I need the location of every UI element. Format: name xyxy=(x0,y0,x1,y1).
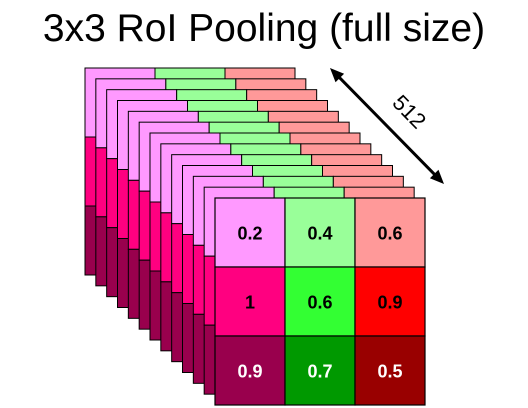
cell-value: 0.2 xyxy=(237,224,262,244)
figure-title: 3x3 RoI Pooling (full size) xyxy=(42,7,486,50)
grid-cell xyxy=(284,335,356,406)
grid-cell xyxy=(214,335,286,406)
cell-value: 0.6 xyxy=(377,224,402,244)
depth-label: 512 xyxy=(388,90,432,134)
cell-value: 0.5 xyxy=(377,362,402,382)
grid-cell xyxy=(284,266,356,337)
cell-value: 0.9 xyxy=(377,293,402,313)
arrowhead-bottom-icon xyxy=(429,169,444,184)
grid-cell xyxy=(214,266,286,337)
grid-cell xyxy=(354,266,426,337)
cell-value: 0.7 xyxy=(307,362,332,382)
front-grid: 0.2 0.4 0.6 1 0.6 0.9 0.9 0.7 0.5 xyxy=(214,197,426,406)
grid-cell xyxy=(354,335,426,406)
cell-value: 0.9 xyxy=(237,362,262,382)
cell-value: 0.4 xyxy=(307,224,332,244)
depth-arrow xyxy=(336,74,438,178)
arrowhead-top-icon xyxy=(330,68,345,83)
grid-cell xyxy=(354,197,426,268)
cell-value: 0.6 xyxy=(307,293,332,313)
cell-value: 1 xyxy=(245,293,255,313)
grid-cell xyxy=(214,197,286,268)
